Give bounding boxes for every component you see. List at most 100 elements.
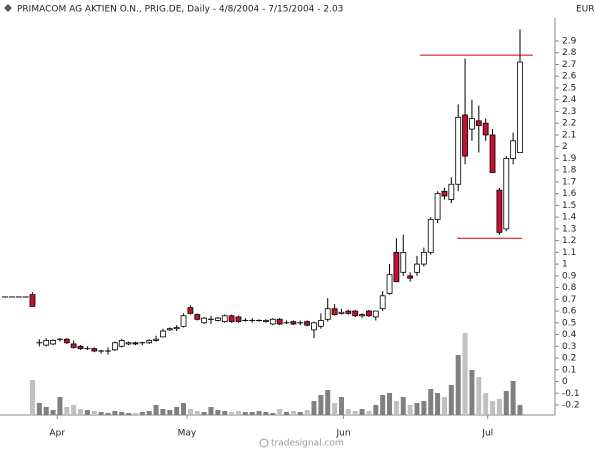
- candle-body: [276, 318, 283, 325]
- volume-bar: [366, 411, 372, 415]
- candle-body: [63, 338, 70, 344]
- title-icon: [4, 4, 12, 12]
- volume-bar: [517, 405, 523, 415]
- volume-bar: [139, 412, 145, 415]
- y-tick-label: 0.9: [562, 271, 577, 281]
- y-tick-label: 2.4: [562, 95, 577, 105]
- volume-bar: [160, 409, 166, 415]
- volume-bar: [43, 407, 49, 415]
- volume-bar: [215, 410, 221, 415]
- candle-body: [420, 251, 427, 265]
- candle-body: [400, 251, 407, 273]
- volume-bar: [338, 397, 344, 415]
- y-tick-label: 1.7: [562, 177, 576, 187]
- volume-bar: [476, 377, 482, 415]
- volume-bar: [380, 395, 386, 415]
- volume-bar: [146, 411, 152, 415]
- candle-body: [214, 317, 221, 321]
- volume-bar: [510, 381, 516, 415]
- candle-body: [455, 116, 462, 185]
- candle-body: [118, 340, 125, 347]
- volume-bar: [91, 411, 97, 415]
- y-tick-label: 2.2: [562, 119, 576, 129]
- volume-bar: [84, 410, 90, 415]
- candle-body: [187, 307, 194, 314]
- candle-body: [146, 340, 153, 344]
- volume-bar: [263, 412, 269, 415]
- y-tick-label: 1.8: [562, 166, 577, 176]
- y-tick-label: 0.2: [562, 354, 576, 364]
- candle-body: [386, 274, 393, 294]
- y-tick-label: 1.6: [562, 189, 577, 199]
- volume-bar: [36, 403, 42, 415]
- y-tick-label: -0.2: [562, 401, 580, 411]
- volume-bar: [414, 403, 420, 415]
- volume-bar: [421, 401, 427, 415]
- candle-body: [359, 314, 365, 317]
- volume-bar: [119, 412, 125, 415]
- volume-bar: [325, 390, 331, 415]
- volume-bar: [105, 413, 111, 415]
- volume-bar: [208, 407, 214, 415]
- candle-body: [482, 122, 489, 136]
- candle-body: [70, 343, 77, 348]
- y-tick-label: 1.5: [562, 201, 576, 211]
- footer: tradesignal.com: [271, 439, 344, 449]
- candle-body: [77, 345, 84, 350]
- volume-bar: [153, 405, 159, 415]
- volume-bar: [181, 403, 187, 415]
- volume-bar: [352, 411, 358, 415]
- volume-bar: [400, 397, 406, 415]
- volume-bar: [132, 413, 138, 415]
- volume-bar: [167, 410, 173, 415]
- candle-body: [201, 317, 208, 324]
- candle-body: [345, 310, 352, 314]
- volume-bar: [270, 413, 276, 415]
- volume-bar: [71, 405, 77, 415]
- y-tick-label: 2.1: [562, 130, 576, 140]
- candle-body: [489, 134, 496, 173]
- volume-bar: [304, 410, 310, 415]
- candle-body: [91, 348, 98, 352]
- x-tick-label: Apr: [49, 429, 65, 439]
- volume-bar: [469, 370, 475, 415]
- candle-body: [352, 310, 359, 317]
- y-tick-label: -0.1: [562, 389, 580, 399]
- volume-bar: [483, 393, 489, 415]
- y-tick-label: 0: [562, 377, 568, 387]
- candle-body: [448, 183, 455, 200]
- candle-body: [441, 190, 448, 197]
- footer-icon: [259, 438, 269, 448]
- volume-bar: [194, 411, 200, 415]
- candle-body: [180, 315, 187, 327]
- volume-bar: [57, 397, 63, 415]
- y-tick-label: 0.1: [562, 365, 576, 375]
- candle-body: [503, 158, 510, 230]
- volume-bar: [490, 401, 496, 415]
- volume-bar: [112, 411, 118, 415]
- volume-bar: [249, 412, 255, 415]
- volume-bar: [345, 409, 351, 415]
- candle-body: [50, 340, 56, 345]
- volume-bar: [284, 412, 290, 415]
- volume-bar: [448, 385, 454, 415]
- candle-body: [235, 316, 242, 323]
- y-tick-label: 0.8: [562, 283, 577, 293]
- y-tick-label: 2.7: [562, 60, 576, 70]
- volume-bar: [187, 409, 193, 415]
- candle-body: [173, 327, 180, 330]
- y-tick-label: 0.4: [562, 330, 577, 340]
- candle-body: [43, 340, 50, 346]
- volume-bar: [503, 391, 509, 415]
- y-tick-label: 1.1: [562, 248, 576, 258]
- y-tick-label: 0.7: [562, 295, 576, 305]
- volume-bar: [126, 413, 132, 415]
- volume-bar: [98, 412, 104, 415]
- volume-bar: [174, 407, 180, 415]
- x-tick-label: Jul: [481, 429, 493, 439]
- volume-bar: [318, 395, 324, 415]
- volume-bar: [64, 407, 70, 415]
- candle-body: [331, 308, 338, 315]
